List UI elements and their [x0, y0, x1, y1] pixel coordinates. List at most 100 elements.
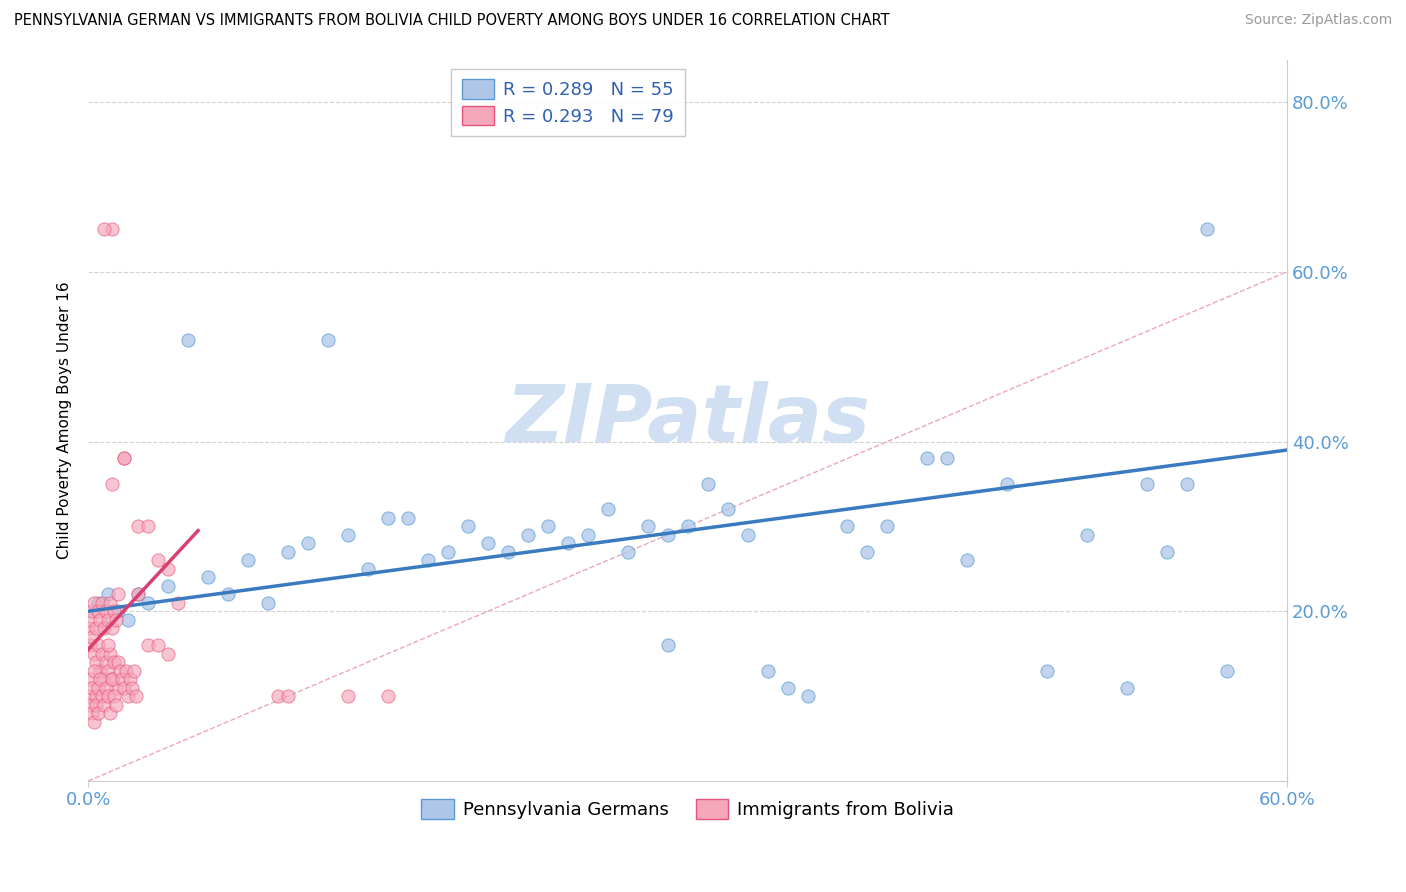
- Point: [127, 519, 149, 533]
- Point: [576, 528, 599, 542]
- Point: [101, 672, 124, 686]
- Text: PENNSYLVANIA GERMAN VS IMMIGRANTS FROM BOLIVIA CHILD POVERTY AMONG BOYS UNDER 16: PENNSYLVANIA GERMAN VS IMMIGRANTS FROM B…: [14, 13, 890, 29]
- Point: [107, 604, 129, 618]
- Point: [496, 545, 519, 559]
- Point: [87, 638, 110, 652]
- Point: [737, 528, 759, 542]
- Point: [157, 647, 180, 661]
- Point: [357, 562, 380, 576]
- Point: [136, 596, 159, 610]
- Point: [146, 553, 169, 567]
- Point: [257, 596, 280, 610]
- Point: [936, 451, 959, 466]
- Legend: Pennsylvania Germans, Immigrants from Bolivia: Pennsylvania Germans, Immigrants from Bo…: [413, 792, 962, 826]
- Point: [87, 596, 110, 610]
- Point: [103, 604, 125, 618]
- Point: [995, 477, 1018, 491]
- Point: [416, 553, 439, 567]
- Point: [236, 553, 259, 567]
- Point: [177, 333, 200, 347]
- Point: [1156, 545, 1178, 559]
- Point: [1175, 477, 1198, 491]
- Point: [103, 655, 125, 669]
- Point: [93, 698, 115, 712]
- Point: [217, 587, 239, 601]
- Point: [83, 647, 105, 661]
- Point: [121, 681, 143, 695]
- Point: [377, 689, 399, 703]
- Point: [157, 579, 180, 593]
- Text: Source: ZipAtlas.com: Source: ZipAtlas.com: [1244, 13, 1392, 28]
- Point: [84, 621, 107, 635]
- Point: [79, 672, 101, 686]
- Point: [97, 689, 120, 703]
- Point: [77, 689, 100, 703]
- Point: [377, 511, 399, 525]
- Point: [79, 613, 101, 627]
- Point: [93, 222, 115, 236]
- Point: [437, 545, 460, 559]
- Point: [956, 553, 979, 567]
- Point: [98, 706, 121, 720]
- Point: [79, 638, 101, 652]
- Point: [79, 698, 101, 712]
- Point: [91, 647, 114, 661]
- Point: [1076, 528, 1098, 542]
- Point: [316, 333, 339, 347]
- Point: [84, 655, 107, 669]
- Point: [87, 681, 110, 695]
- Point: [87, 706, 110, 720]
- Point: [796, 689, 818, 703]
- Point: [136, 519, 159, 533]
- Point: [98, 596, 121, 610]
- Point: [657, 638, 679, 652]
- Point: [1116, 681, 1139, 695]
- Point: [297, 536, 319, 550]
- Point: [157, 562, 180, 576]
- Point: [127, 587, 149, 601]
- Point: [837, 519, 859, 533]
- Point: [84, 689, 107, 703]
- Point: [111, 672, 134, 686]
- Point: [82, 706, 104, 720]
- Point: [136, 638, 159, 652]
- Point: [93, 621, 115, 635]
- Point: [1197, 222, 1219, 236]
- Point: [1136, 477, 1159, 491]
- Point: [98, 647, 121, 661]
- Point: [89, 664, 111, 678]
- Point: [107, 655, 129, 669]
- Point: [94, 655, 117, 669]
- Point: [115, 664, 138, 678]
- Point: [101, 672, 124, 686]
- Point: [101, 621, 124, 635]
- Point: [105, 681, 128, 695]
- Point: [105, 698, 128, 712]
- Point: [776, 681, 799, 695]
- Point: [105, 613, 128, 627]
- Point: [127, 587, 149, 601]
- Point: [117, 689, 139, 703]
- Point: [117, 613, 139, 627]
- Point: [1216, 664, 1239, 678]
- Point: [756, 664, 779, 678]
- Point: [557, 536, 579, 550]
- Point: [122, 664, 145, 678]
- Point: [616, 545, 638, 559]
- Point: [94, 681, 117, 695]
- Point: [856, 545, 879, 559]
- Point: [77, 621, 100, 635]
- Point: [336, 689, 359, 703]
- Point: [657, 528, 679, 542]
- Point: [112, 451, 135, 466]
- Point: [89, 672, 111, 686]
- Point: [89, 613, 111, 627]
- Point: [97, 587, 120, 601]
- Point: [637, 519, 659, 533]
- Point: [82, 630, 104, 644]
- Point: [167, 596, 190, 610]
- Point: [516, 528, 538, 542]
- Point: [94, 604, 117, 618]
- Point: [336, 528, 359, 542]
- Point: [97, 613, 120, 627]
